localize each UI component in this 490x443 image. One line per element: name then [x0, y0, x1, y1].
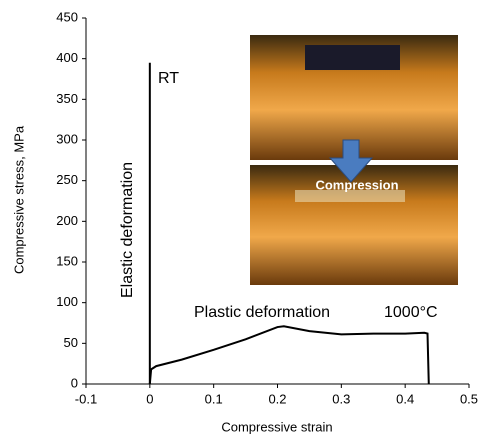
y-axis-title: Compressive stress, MPa	[11, 125, 26, 274]
y-tick-label: 350	[56, 91, 78, 106]
annotation: Elastic deformation	[119, 162, 136, 298]
inset-photos	[250, 35, 458, 285]
y-tick-label: 0	[71, 375, 78, 390]
y-tick-label: 300	[56, 131, 78, 146]
photo-after	[250, 165, 458, 285]
x-tick-label: 0.1	[205, 391, 223, 406]
data-line	[148, 325, 430, 385]
y-tick-label: 50	[64, 335, 78, 350]
series-label: 1000°C	[384, 304, 438, 321]
photo-detail	[295, 190, 405, 202]
x-axis-title: Compressive strain	[221, 419, 332, 434]
arrow	[328, 139, 374, 183]
x-tick-label: 0.2	[268, 391, 286, 406]
x-tick-label: 0.5	[460, 391, 478, 406]
x-tick-label: 0.3	[332, 391, 350, 406]
x-tick-label: -0.1	[75, 391, 97, 406]
series-label: RT	[158, 70, 179, 87]
y-tick-label: 450	[56, 9, 78, 24]
y-tick-label: 250	[56, 172, 78, 187]
y-tick-label: 150	[56, 253, 78, 268]
inset-label: Compression	[315, 177, 398, 192]
y-tick-label: 200	[56, 213, 78, 228]
x-tick-label: 0	[146, 391, 153, 406]
y-tick-label: 100	[56, 294, 78, 309]
photo-detail	[305, 45, 400, 70]
y-tick-label: 400	[56, 50, 78, 65]
annotation: Plastic deformation	[194, 304, 330, 321]
x-tick-label: 0.4	[396, 391, 414, 406]
